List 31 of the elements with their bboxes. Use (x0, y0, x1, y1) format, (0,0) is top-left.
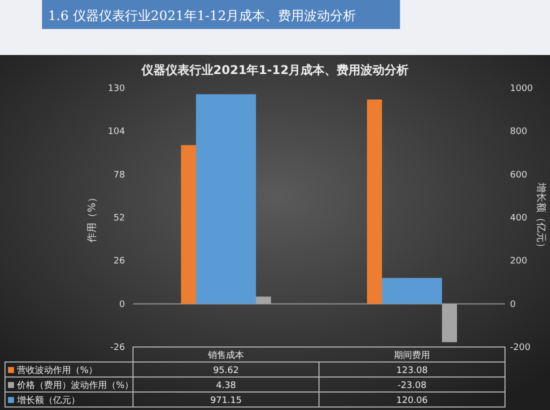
chart-title: 1.6 仪器仪表行业2021年1-12月成本、费用波动分析 (48, 9, 356, 24)
y-tick-label: 78 (114, 170, 126, 180)
data-label: 971.15 (210, 396, 242, 406)
y-tick-label: 104 (108, 127, 126, 138)
y2-tick-label: 200 (510, 256, 528, 267)
y2-tick-label: 800 (510, 127, 528, 138)
y-tick-label: 0 (119, 300, 126, 310)
y2-tick-label: 400 (510, 214, 528, 224)
x-tick-label: 销售成本 (207, 350, 244, 361)
y2-tick-label: -200 (510, 343, 531, 353)
data-label: -23.08 (397, 381, 427, 391)
bar (367, 99, 382, 304)
data-label: 4.38 (216, 381, 236, 391)
data-label: 95.62 (213, 366, 239, 376)
y-tick-label: 52 (114, 214, 125, 224)
y2-tick-label: 600 (510, 170, 528, 180)
bar (181, 145, 196, 304)
y2-tick-label: 1000 (510, 84, 534, 94)
y-tick-label: -26 (110, 343, 126, 353)
y-tick-label: 26 (114, 256, 126, 267)
legend-label: 价格（费用）波动作用（%） (16, 380, 134, 391)
y2-tick-label: 0 (510, 300, 516, 310)
legend-label: 营收波动作用（%） (17, 365, 98, 376)
data-label: 120.06 (396, 396, 428, 406)
x-tick-label: 期间费用 (394, 350, 430, 361)
y-axis-title: 作用（%） (87, 192, 98, 244)
legend-label: 增长额（亿元） (16, 395, 80, 406)
y2-axis-title: 增长额（亿元） (535, 182, 547, 252)
data-label: 123.08 (396, 366, 428, 376)
y-tick-label: 130 (108, 84, 126, 94)
chart-subtitle: 仪器仪表行业2021年1-12月成本、费用波动分析 (140, 63, 409, 77)
